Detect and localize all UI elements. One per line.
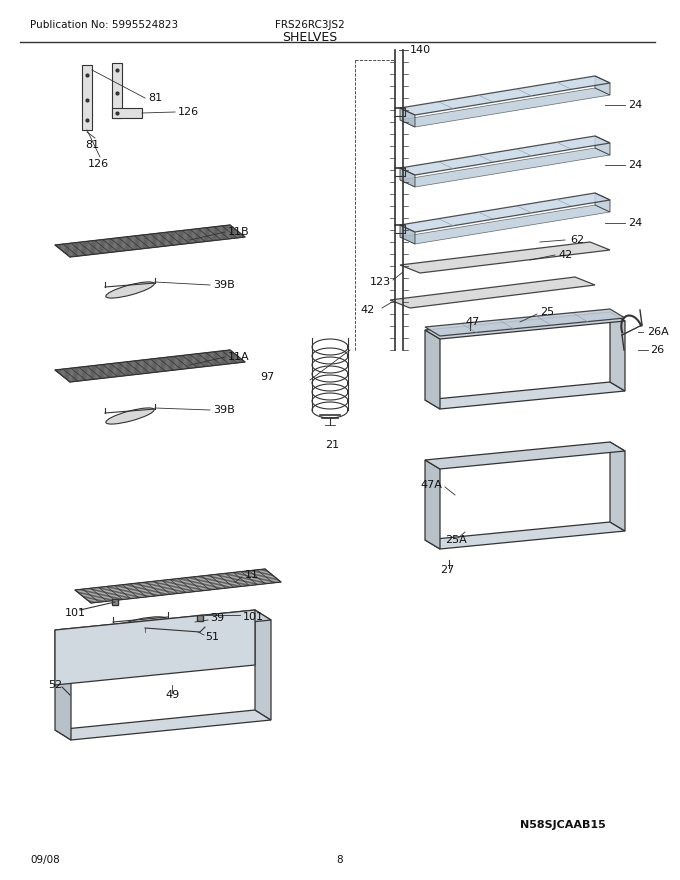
Polygon shape <box>595 76 610 95</box>
Text: 47: 47 <box>465 317 479 327</box>
Polygon shape <box>82 65 92 130</box>
Text: 24: 24 <box>628 218 642 228</box>
Text: 25: 25 <box>540 307 554 317</box>
Polygon shape <box>55 710 271 740</box>
Text: 26: 26 <box>650 345 664 355</box>
Text: 42: 42 <box>360 305 374 315</box>
Polygon shape <box>55 610 255 685</box>
Text: 140: 140 <box>410 45 431 55</box>
Ellipse shape <box>106 282 154 298</box>
Polygon shape <box>400 108 415 127</box>
Polygon shape <box>425 330 440 409</box>
Text: 11B: 11B <box>228 227 250 237</box>
Text: 126: 126 <box>88 159 109 169</box>
Polygon shape <box>55 610 271 640</box>
Text: 81: 81 <box>85 140 99 150</box>
Polygon shape <box>595 193 610 212</box>
Text: 24: 24 <box>628 100 642 110</box>
Polygon shape <box>112 108 142 118</box>
Text: 101: 101 <box>65 608 86 618</box>
Polygon shape <box>400 205 610 244</box>
Text: 126: 126 <box>178 107 199 117</box>
Polygon shape <box>400 136 610 175</box>
Polygon shape <box>55 225 245 257</box>
Text: 11: 11 <box>245 570 259 580</box>
Polygon shape <box>400 193 610 232</box>
Polygon shape <box>55 630 71 740</box>
Polygon shape <box>400 242 610 273</box>
Text: 49: 49 <box>165 690 180 700</box>
Ellipse shape <box>106 408 154 424</box>
Text: 42: 42 <box>558 250 573 260</box>
Text: 62: 62 <box>570 235 584 245</box>
Text: 09/08: 09/08 <box>30 855 60 865</box>
Text: 52: 52 <box>48 680 62 690</box>
Text: 97: 97 <box>260 372 274 382</box>
Text: SHELVES: SHELVES <box>282 31 338 43</box>
Polygon shape <box>425 460 440 549</box>
Text: FRS26RC3JS2: FRS26RC3JS2 <box>275 20 345 30</box>
Text: 101: 101 <box>243 612 264 622</box>
Polygon shape <box>390 277 595 308</box>
Polygon shape <box>610 442 625 531</box>
Polygon shape <box>400 88 610 127</box>
Text: 27: 27 <box>440 565 454 575</box>
Text: 25A: 25A <box>445 535 466 545</box>
Text: 39B: 39B <box>213 405 235 415</box>
Text: 39B: 39B <box>213 280 235 290</box>
Polygon shape <box>255 610 271 720</box>
Text: 26A: 26A <box>647 327 668 337</box>
Text: 24: 24 <box>628 160 642 170</box>
Text: 123: 123 <box>370 277 391 287</box>
Polygon shape <box>425 312 625 339</box>
Text: 51: 51 <box>205 632 219 642</box>
Polygon shape <box>425 522 625 549</box>
Text: 8: 8 <box>337 855 343 865</box>
Text: 81: 81 <box>148 93 162 103</box>
Polygon shape <box>400 225 415 244</box>
Polygon shape <box>595 136 610 155</box>
Text: 21: 21 <box>325 440 339 450</box>
Text: 11A: 11A <box>228 352 250 362</box>
Ellipse shape <box>113 617 167 634</box>
Polygon shape <box>75 569 281 603</box>
Text: 47A: 47A <box>420 480 442 490</box>
Polygon shape <box>400 168 415 187</box>
Polygon shape <box>55 350 245 382</box>
Text: N58SJCAAB15: N58SJCAAB15 <box>520 820 606 830</box>
Text: 39: 39 <box>210 613 224 623</box>
Text: Publication No: 5995524823: Publication No: 5995524823 <box>30 20 178 30</box>
Polygon shape <box>400 76 610 115</box>
Polygon shape <box>425 309 625 336</box>
Polygon shape <box>400 148 610 187</box>
Polygon shape <box>425 442 625 469</box>
Polygon shape <box>610 312 625 391</box>
Polygon shape <box>112 63 122 118</box>
Polygon shape <box>425 382 625 409</box>
